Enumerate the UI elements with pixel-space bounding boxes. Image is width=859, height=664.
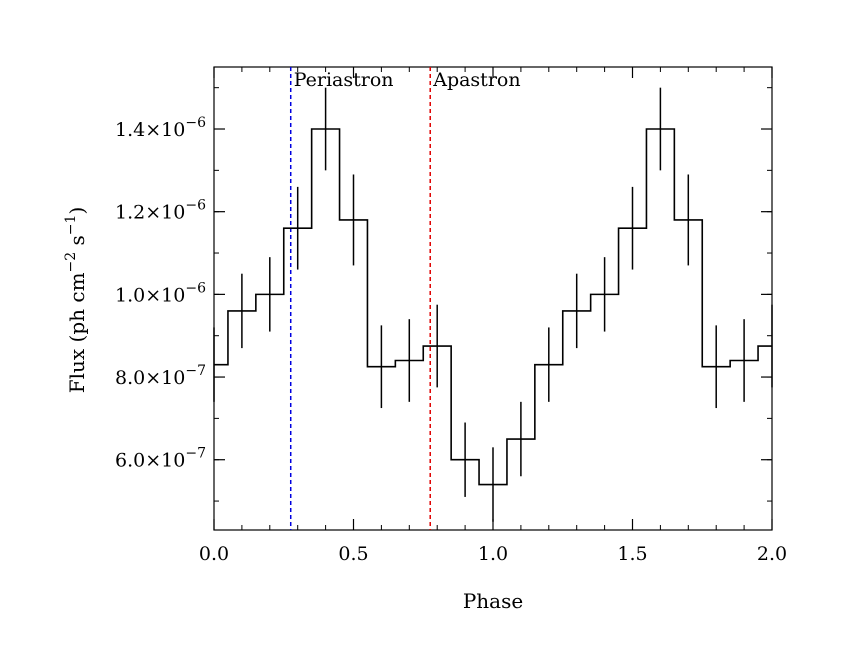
y-tick-mantissa: 6.0×10 xyxy=(115,450,185,472)
y-tick-exponent: −6 xyxy=(185,115,206,131)
y-axis-title-main: Flux (ph cm xyxy=(65,272,89,393)
y-axis-title-exp2: −1 xyxy=(63,215,79,236)
y-tick-mantissa: 1.2×10 xyxy=(115,202,185,224)
y-tick-exponent: −7 xyxy=(185,446,206,462)
y-axis-title: Flux (ph cm−2 s−1) xyxy=(63,207,89,394)
y-tick-label: 6.0×10−7 xyxy=(115,446,206,472)
y-axis-title-mid: s xyxy=(65,235,89,252)
x-tick-label: 1.5 xyxy=(617,543,647,565)
x-tick-label: 0.0 xyxy=(199,543,229,565)
plot-area: Periastron Apastron 0.0 0.5 1.0 1.5 2.0 6.0×1… xyxy=(115,66,787,565)
y-tick-label: 8.0×10−7 xyxy=(115,363,206,389)
y-tick-exponent: −6 xyxy=(185,198,206,214)
y-axis-title-end: ) xyxy=(65,207,89,215)
x-tick-label: 1.0 xyxy=(478,543,508,565)
annotation-label-apastron: Apastron xyxy=(432,69,520,91)
x-axis-title: Phase xyxy=(463,589,523,613)
annotation-label-periastron: Periastron xyxy=(294,69,394,91)
x-tick-label: 2.0 xyxy=(757,543,787,565)
y-tick-exponent: −7 xyxy=(185,363,206,379)
y-tick-exponent: −6 xyxy=(185,280,206,296)
y-tick-mantissa: 1.0×10 xyxy=(115,284,185,306)
y-axis-title-exp1: −2 xyxy=(63,252,79,273)
flux-step-line xyxy=(214,128,772,486)
annotation-lines: Periastron Apastron xyxy=(289,67,521,530)
y-tick-label: 1.0×10−6 xyxy=(115,280,206,306)
x-ticks: 0.0 0.5 1.0 1.5 2.0 xyxy=(199,67,787,565)
y-ticks: 6.0×10−78.0×10−71.0×10−61.2×10−61.4×10−6 xyxy=(115,87,772,502)
y-tick-mantissa: 8.0×10 xyxy=(115,367,185,389)
error-bars xyxy=(213,87,773,522)
y-tick-label: 1.2×10−6 xyxy=(115,198,206,224)
y-tick-mantissa: 1.4×10 xyxy=(115,119,185,141)
y-tick-label: 1.4×10−6 xyxy=(115,115,206,141)
x-tick-label: 0.5 xyxy=(338,543,368,565)
